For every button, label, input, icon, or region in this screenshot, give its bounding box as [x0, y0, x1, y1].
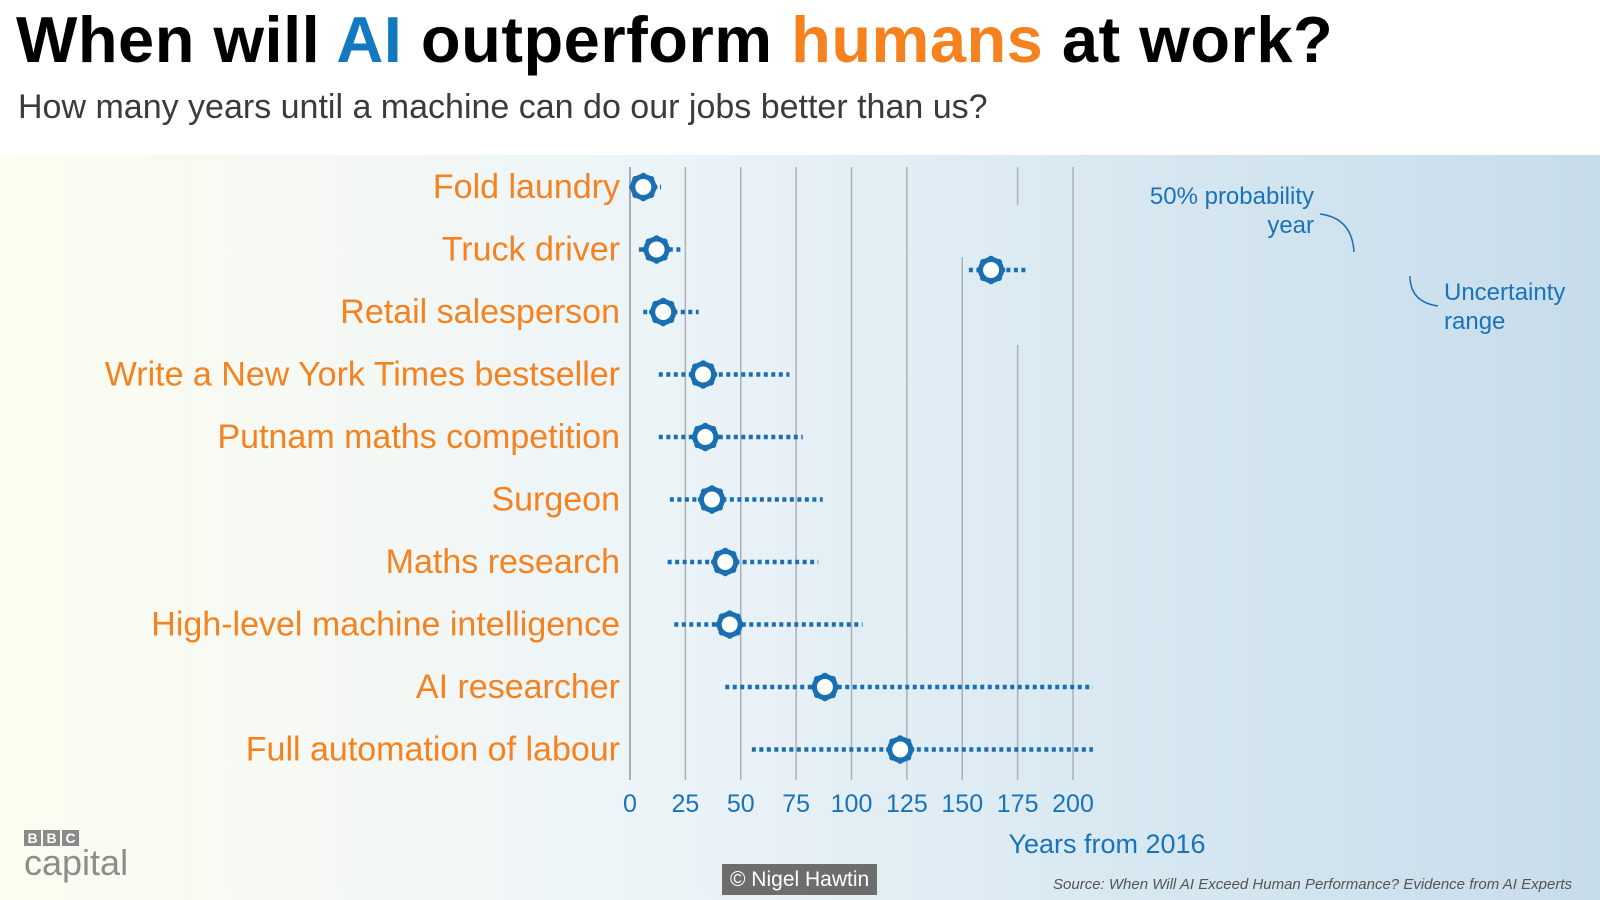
median-marker	[688, 360, 718, 389]
median-marker	[810, 672, 840, 702]
category-label: Fold laundry	[433, 168, 620, 206]
bbc-letter-b1: B	[24, 830, 41, 846]
marker-ring	[692, 424, 719, 450]
x-axis-title: Years from 2016	[1008, 829, 1205, 859]
bbc-blocks: B B C	[24, 830, 128, 846]
category-label: Truck driver	[442, 231, 620, 269]
marker-ring	[887, 736, 914, 763]
category-label: AI researcher	[416, 668, 620, 706]
median-marker	[628, 172, 658, 202]
marker-ring	[698, 486, 725, 513]
legend-probability-label-line1: 50% probability	[1150, 183, 1314, 210]
median-marker	[691, 422, 720, 452]
capital-wordmark: capital	[24, 842, 129, 883]
legend-marker	[976, 255, 1006, 285]
category-label: Maths research	[386, 543, 620, 581]
x-tick-label: 25	[671, 790, 699, 818]
marker-ring	[712, 549, 739, 575]
source-note: Source: When Will AI Exceed Human Perfor…	[1053, 876, 1572, 893]
legend-probability-label-line2: year	[1267, 212, 1314, 239]
category-label: Write a New York Times bestseller	[105, 356, 620, 394]
bbc-capital-logo: B B C capital	[24, 830, 129, 883]
marker-ring	[650, 299, 677, 325]
legend-range-label-line1: Uncertainty	[1444, 279, 1565, 306]
bbc-letter-c: C	[62, 830, 79, 846]
category-label: Surgeon	[491, 481, 620, 519]
title-humans: humans	[791, 3, 1044, 76]
title-part-2: outperform	[402, 3, 792, 76]
marker-ring	[643, 236, 670, 263]
legend-probability-leader	[1319, 213, 1355, 253]
title-part-1: When will	[16, 3, 337, 76]
x-tick-label: 125	[886, 790, 928, 818]
median-marker	[715, 610, 744, 639]
marker-ring	[716, 611, 743, 638]
marker-ring	[630, 174, 657, 200]
x-tick-label: 200	[1052, 790, 1094, 818]
x-tick-label: 0	[623, 790, 637, 818]
bbc-letter-b2: B	[43, 830, 60, 846]
median-marker	[648, 297, 678, 327]
median-marker	[642, 235, 671, 264]
x-tick-label: 50	[727, 790, 755, 818]
median-marker	[697, 485, 727, 514]
x-tick-label: 175	[997, 790, 1039, 818]
x-tick-label: 75	[782, 790, 810, 818]
category-label: Retail salesperson	[340, 293, 620, 331]
category-label: High-level machine intelligence	[151, 606, 620, 644]
legend-range-label-line2: range	[1444, 308, 1505, 335]
marker-ring	[811, 674, 838, 700]
chart-panel	[0, 155, 1600, 900]
x-tick-label: 150	[941, 790, 983, 818]
chart-title: When will AI outperform humans at work?	[16, 2, 1333, 77]
median-marker	[710, 547, 740, 577]
x-tick-label: 100	[831, 790, 873, 818]
category-label: Putnam maths competition	[217, 418, 620, 456]
legend-range-leader	[1409, 275, 1439, 307]
category-label: Full automation of labour	[246, 731, 620, 769]
copyright-credit: © Nigel Hawtin	[722, 864, 878, 895]
chart-subtitle: How many years until a machine can do ou…	[18, 88, 988, 126]
title-ai: AI	[336, 3, 403, 76]
marker-ring	[690, 361, 717, 388]
title-part-3: at work?	[1043, 3, 1334, 76]
median-marker	[885, 735, 915, 764]
marker-ring	[978, 257, 1005, 283]
